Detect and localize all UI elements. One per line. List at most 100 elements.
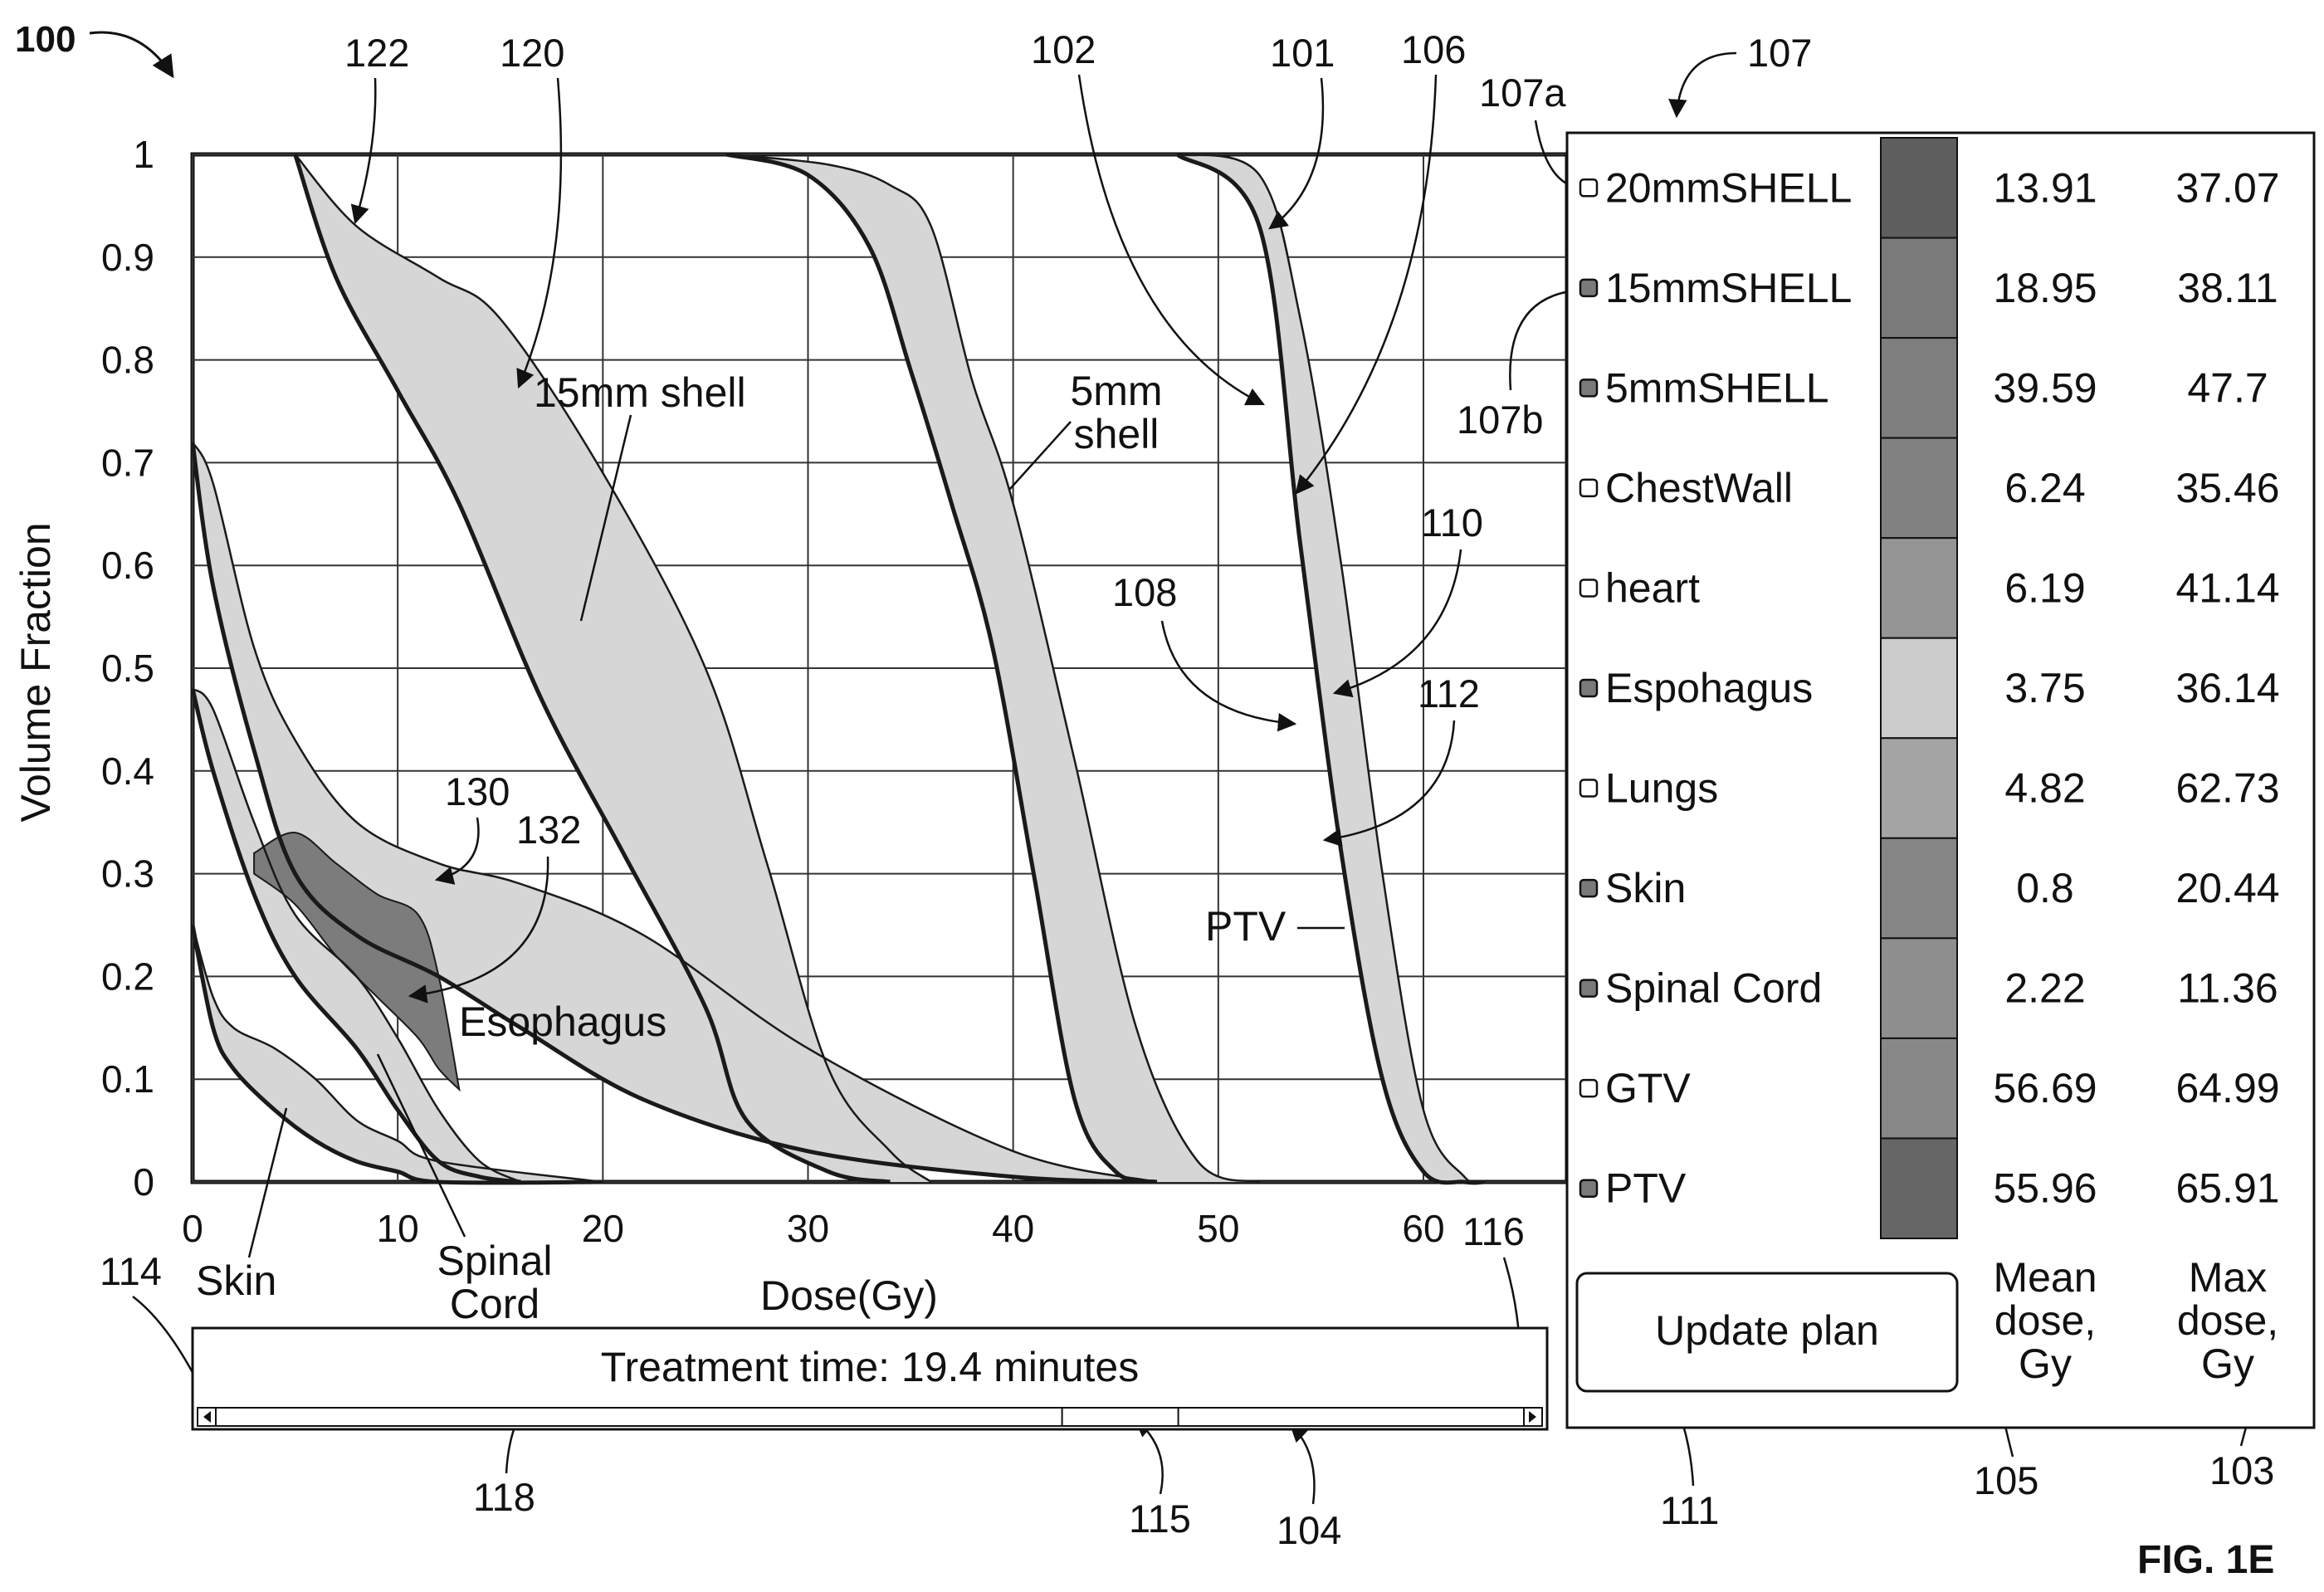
legend-structure-name: heart <box>1605 564 1700 611</box>
x-tick-label: 40 <box>992 1207 1034 1250</box>
legend-structure-name: Espohagus <box>1605 665 1813 711</box>
legend-row[interactable]: 5mmSHELL 39.59 47.7 <box>1579 337 2268 439</box>
legend-max-dose: 36.14 <box>2175 665 2279 711</box>
ref-107: 107 <box>1747 31 1812 75</box>
figure-caption: FIG. 1E <box>2137 1538 2274 1582</box>
ref-107b: 107b <box>1457 398 1544 442</box>
legend-row[interactable]: Skin 0.8 20.44 <box>1579 837 2280 940</box>
svg-text:Gy: Gy <box>2201 1341 2254 1387</box>
legend-structure-name: Spinal Cord <box>1605 965 1822 1012</box>
ref-114: 114 <box>100 1249 162 1293</box>
legend-mean-dose: 0.8 <box>2016 865 2074 911</box>
ref-122-arrow <box>350 77 377 225</box>
ref-101-arrow <box>1268 77 1325 230</box>
legend-color-swatch <box>1880 237 1958 339</box>
legend-row[interactable]: ChestWall 6.24 35.46 <box>1579 437 2280 540</box>
legend-mean-dose: 56.69 <box>1993 1065 2097 1111</box>
legend-color-swatch <box>1880 437 1958 540</box>
legend-row[interactable]: GTV 56.69 64.99 <box>1579 1037 2280 1140</box>
legend-checkbox[interactable] <box>1579 1078 1599 1098</box>
legend-checkbox[interactable] <box>1579 278 1599 298</box>
ref-108-arrow <box>1160 620 1297 732</box>
curve-lower-5mm-shell <box>725 152 1158 1184</box>
legend-max-dose: 35.46 <box>2175 465 2279 511</box>
ref-132: 132 <box>516 808 581 852</box>
update-plan-button[interactable]: Update plan <box>1575 1272 1959 1393</box>
svg-text:shell: shell <box>1074 411 1160 457</box>
legend-structure-name: Lungs <box>1605 765 1718 812</box>
legend-checkbox[interactable] <box>1579 178 1599 198</box>
y-tick-label: 0.6 <box>101 544 154 587</box>
legend-row[interactable]: Spinal Cord 2.22 11.36 <box>1579 937 2278 1039</box>
legend-mean-dose: 2.22 <box>2004 965 2085 1012</box>
band-15mm-shell <box>295 154 931 1182</box>
ref-120-arrow <box>516 77 563 389</box>
annotation-5mm-shell: 5mm shell <box>1070 368 1162 457</box>
band-skin <box>193 925 603 1183</box>
annotation-skin-leader <box>247 1107 288 1258</box>
legend-structure-name: 5mmSHELL <box>1605 364 1829 411</box>
y-tick-label: 0.5 <box>101 647 154 690</box>
legend-row[interactable]: 20mmSHELL 13.91 37.07 <box>1579 137 2280 239</box>
legend-mean-dose: 3.75 <box>2004 665 2085 711</box>
legend-structure-name: GTV <box>1605 1065 1691 1111</box>
svg-text:Max: Max <box>2189 1254 2267 1301</box>
svg-text:dose,: dose, <box>1994 1297 2096 1344</box>
ref-118: 118 <box>473 1475 535 1519</box>
legend-max-dose: 62.73 <box>2175 765 2279 812</box>
annotation-5mm-leader <box>1008 421 1072 491</box>
curve-upper-skin <box>191 925 603 1184</box>
legend-mean-dose: 6.24 <box>2004 465 2085 511</box>
legend-color-swatch <box>1880 1037 1958 1140</box>
curve-upper-spinal-cord <box>192 687 522 1184</box>
legend-structure-name: ChestWall <box>1605 465 1793 511</box>
legend-checkbox[interactable] <box>1579 1179 1599 1198</box>
curve-upper-15mm-shell <box>294 154 932 1184</box>
x-tick-label: 50 <box>1197 1207 1239 1250</box>
treatment-time-scrollbar[interactable] <box>197 1407 1543 1427</box>
legend-row[interactable]: 15mmSHELL 18.95 38.11 <box>1579 237 2278 339</box>
legend-checkbox[interactable] <box>1579 478 1599 498</box>
dvh-plot: 0 0.1 0.2 0.3 0.4 0.5 0.6 0.7 0.8 0.9 1 0 10 20 30 40 5… <box>101 133 1570 1250</box>
ref-112-arrow <box>1322 720 1456 847</box>
legend-max-dose: 41.14 <box>2175 564 2279 611</box>
scrollbar-thumb[interactable] <box>1061 1407 1179 1427</box>
annotation-spinal-cord-leader <box>376 1053 466 1238</box>
legend-row[interactable]: PTV 55.96 65.91 <box>1579 1137 2280 1240</box>
ref-112: 112 <box>1418 671 1480 715</box>
legend-checkbox[interactable] <box>1579 678 1599 698</box>
legend-color-swatch <box>1880 737 1958 839</box>
curve-upper-5mm-shell <box>725 153 1260 1184</box>
legend-color-swatch <box>1880 137 1958 239</box>
legend-checkbox[interactable] <box>1579 878 1599 898</box>
legend-checkbox[interactable] <box>1579 779 1599 798</box>
legend-checkbox[interactable] <box>1579 579 1599 598</box>
curve-lower-15mm-shell <box>293 154 891 1184</box>
x-tick-label: 30 <box>787 1207 829 1250</box>
legend-row[interactable]: heart 6.19 41.14 <box>1579 537 2280 639</box>
ref-130-arrow <box>434 817 480 885</box>
legend-mean-dose: 18.95 <box>1993 265 2097 311</box>
structure-legend-panel: 20mmSHELL 13.91 37.07 15mmSHELL 18.95 38.11 5m… <box>1565 131 2316 1429</box>
annotation-ptv: PTV <box>1205 903 1286 950</box>
legend-color-swatch <box>1880 837 1958 940</box>
legend-structure-name: Skin <box>1605 865 1686 911</box>
y-tick-label: 0.3 <box>101 852 154 896</box>
legend-mean-dose: 55.96 <box>1993 1165 2097 1212</box>
y-tick-label: 0.9 <box>101 236 154 279</box>
ref-120: 120 <box>500 31 564 75</box>
ref-116: 116 <box>1462 1209 1525 1253</box>
legend-checkbox[interactable] <box>1579 979 1599 998</box>
legend-max-dose: 64.99 <box>2175 1065 2279 1111</box>
legend-row[interactable]: Espohagus 3.75 36.14 <box>1579 637 2280 740</box>
curve-lower-skin <box>190 925 603 1185</box>
ref-103: 103 <box>2209 1448 2274 1492</box>
legend-color-swatch <box>1880 937 1958 1039</box>
legend-max-dose: 20.44 <box>2175 865 2279 911</box>
ref-107-arrow <box>1668 51 1737 119</box>
scrollbar-track[interactable] <box>197 1407 1543 1427</box>
legend-max-dose: 38.11 <box>2177 265 2278 311</box>
legend-checkbox[interactable] <box>1579 378 1599 398</box>
legend-row[interactable]: Lungs 4.82 62.73 <box>1579 737 2280 839</box>
y-tick-label: 1 <box>133 133 154 176</box>
